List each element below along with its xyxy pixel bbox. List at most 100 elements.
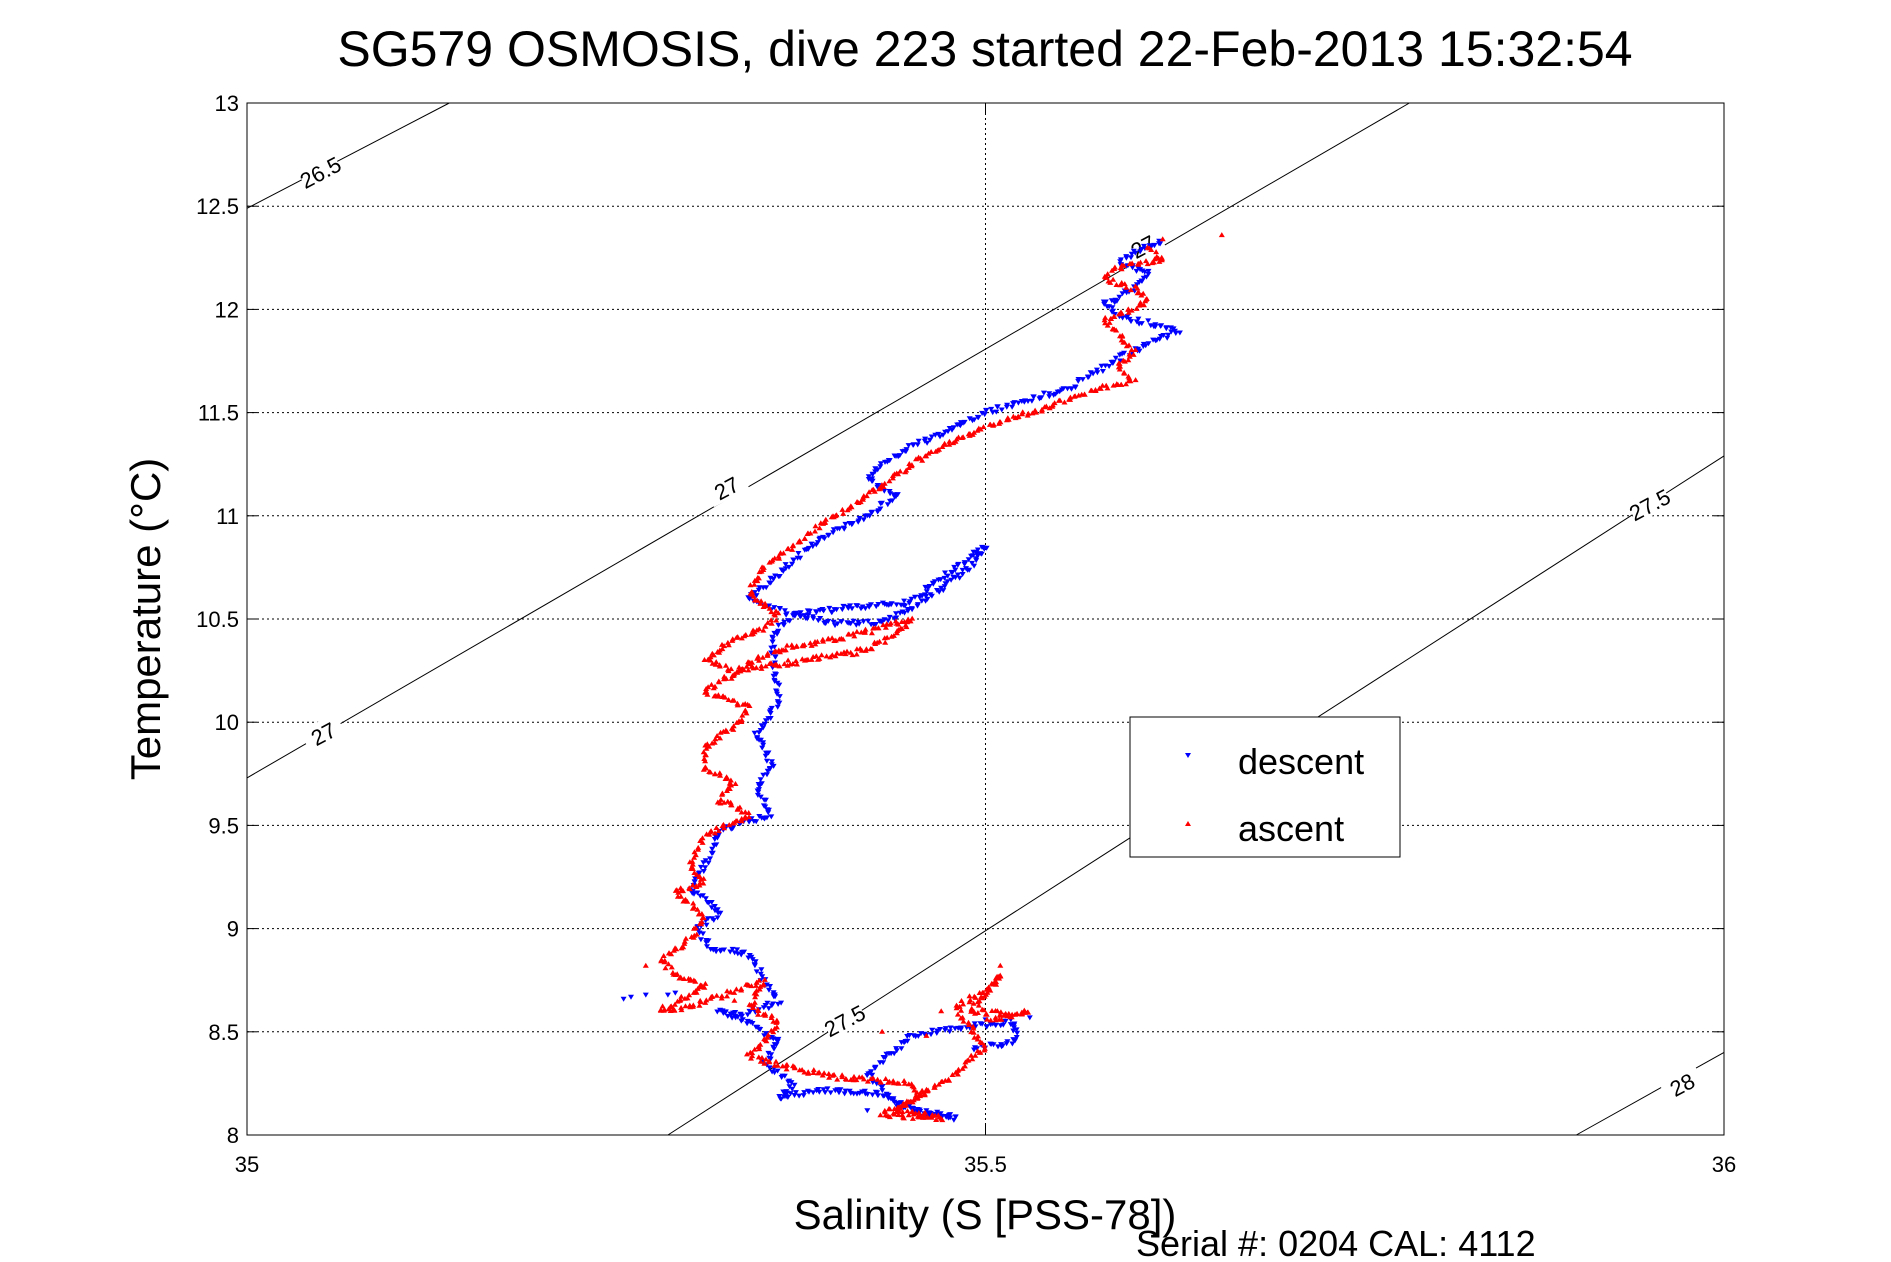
descent-point bbox=[801, 613, 808, 619]
y-tick-label: 10 bbox=[215, 710, 239, 735]
ascent-point bbox=[880, 622, 887, 628]
ascent-point bbox=[695, 846, 701, 852]
descent-point bbox=[716, 832, 722, 838]
descent-point bbox=[1009, 404, 1016, 410]
descent-point bbox=[921, 438, 928, 444]
descent-point bbox=[1135, 316, 1142, 322]
descent-point bbox=[866, 604, 873, 610]
descent-point bbox=[774, 704, 781, 710]
ascent-point bbox=[754, 1006, 761, 1012]
ascent-point bbox=[829, 635, 836, 641]
descent-point bbox=[776, 1094, 783, 1099]
isopycnal-label-bg bbox=[820, 999, 868, 1040]
descent-point bbox=[771, 630, 778, 636]
descent-point bbox=[1137, 249, 1144, 255]
descent-point bbox=[1123, 255, 1130, 261]
descent-point bbox=[700, 869, 707, 874]
ascent-point bbox=[748, 631, 755, 637]
ascent-point bbox=[817, 520, 824, 526]
ascent-point bbox=[953, 436, 960, 442]
ascent-point bbox=[734, 818, 741, 824]
descent-point bbox=[784, 1095, 791, 1100]
ascent-point bbox=[675, 889, 682, 895]
ascent-point bbox=[716, 679, 723, 685]
ascent-point bbox=[799, 642, 806, 648]
descent-point bbox=[797, 610, 804, 616]
descent-point bbox=[710, 917, 717, 923]
descent-point bbox=[756, 730, 762, 736]
descent-point bbox=[715, 910, 722, 916]
ascent-point bbox=[1126, 351, 1133, 357]
descent-point bbox=[700, 860, 707, 866]
descent-point bbox=[767, 575, 774, 581]
ascent-point bbox=[712, 830, 718, 836]
ascent-point bbox=[972, 994, 979, 1000]
ascent-point bbox=[678, 888, 685, 894]
descent-point bbox=[846, 1088, 853, 1094]
ascent-point bbox=[789, 543, 796, 549]
ascent-point bbox=[1125, 357, 1132, 363]
descent-point bbox=[791, 1082, 798, 1088]
ascent-point bbox=[931, 1084, 938, 1090]
ascent-point bbox=[742, 809, 749, 815]
descent-point bbox=[1003, 1041, 1010, 1047]
x-tick-label: 35 bbox=[235, 1152, 259, 1177]
descent-point bbox=[801, 547, 808, 553]
descent-point bbox=[998, 407, 1005, 413]
ascent-point bbox=[690, 989, 697, 995]
ascent-point bbox=[757, 1058, 764, 1064]
ascent-point bbox=[703, 686, 710, 691]
descent-point bbox=[741, 949, 748, 955]
y-tick-label: 12.5 bbox=[196, 194, 239, 219]
ascent-point bbox=[1151, 256, 1158, 262]
ascent-point bbox=[1096, 385, 1103, 391]
ascent-point bbox=[708, 828, 715, 834]
descent-point bbox=[883, 1091, 890, 1097]
ascent-point bbox=[719, 641, 725, 647]
ascent-point bbox=[674, 971, 681, 977]
ascent-point bbox=[1127, 287, 1134, 293]
descent-point bbox=[760, 585, 767, 591]
ascent-point bbox=[741, 633, 748, 639]
ascent-point bbox=[763, 603, 769, 609]
ascent-point bbox=[939, 444, 946, 449]
descent-point bbox=[1009, 1041, 1016, 1047]
ascent-point bbox=[716, 770, 723, 776]
descent-point bbox=[898, 1100, 904, 1106]
ascent-point bbox=[713, 992, 720, 998]
descent-point bbox=[822, 621, 829, 627]
ascent-point bbox=[729, 820, 736, 826]
descent-point bbox=[824, 1086, 831, 1092]
ascent-point bbox=[724, 788, 730, 793]
ascent-point bbox=[945, 1076, 952, 1082]
ascent-point bbox=[805, 1070, 812, 1076]
ascent-point bbox=[759, 654, 766, 660]
ascent-point bbox=[1109, 267, 1115, 273]
ascent-point bbox=[686, 859, 693, 865]
descent-point bbox=[762, 753, 769, 759]
descent-point bbox=[765, 810, 772, 816]
ascent-point bbox=[826, 1074, 833, 1080]
ascent-point bbox=[882, 639, 889, 645]
ascent-point bbox=[954, 1011, 961, 1017]
descent-point bbox=[778, 1000, 785, 1006]
descent-point bbox=[766, 1055, 773, 1061]
descent-point bbox=[856, 515, 863, 521]
descent-point bbox=[1152, 324, 1159, 330]
descent-point bbox=[771, 1070, 778, 1076]
descent-point bbox=[831, 607, 838, 613]
ascent-point bbox=[1144, 261, 1151, 267]
ascent-point bbox=[1218, 232, 1225, 238]
descent-point bbox=[753, 969, 760, 975]
descent-point bbox=[764, 768, 771, 774]
ascent-point bbox=[967, 997, 974, 1003]
ascent-point bbox=[913, 1089, 920, 1095]
descent-point bbox=[855, 519, 862, 525]
descent-point bbox=[813, 609, 819, 615]
descent-point bbox=[954, 562, 961, 568]
ascent-point bbox=[1132, 377, 1139, 383]
descent-point bbox=[777, 606, 783, 612]
descent-point bbox=[834, 621, 841, 627]
ascent-point bbox=[750, 593, 757, 599]
ascent-point bbox=[935, 1112, 942, 1118]
